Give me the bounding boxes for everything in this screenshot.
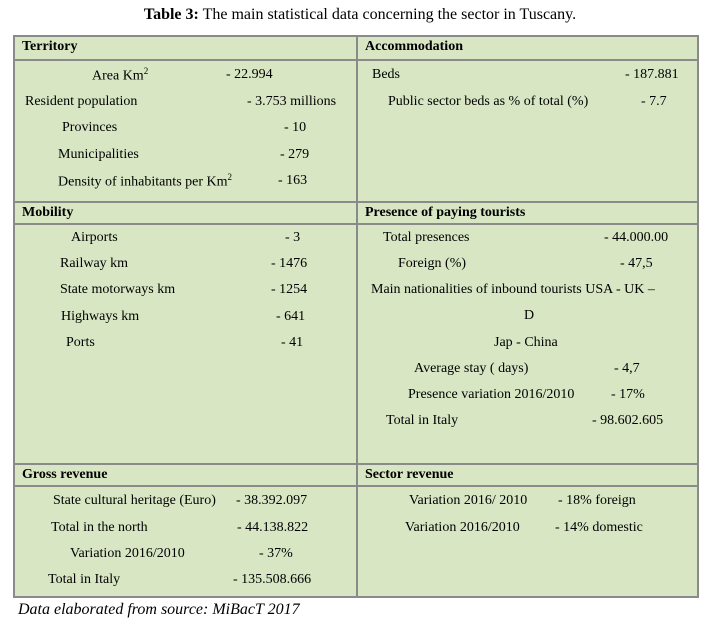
tourists-label: Total presences [383,230,470,245]
accommodation-label: Public sector beds as % of total (%) [388,94,589,109]
gross-revenue-label: State cultural heritage (Euro) [53,493,216,508]
gross-revenue-label: Variation 2016/2010 [70,546,185,561]
territory-value: - 163 [278,173,308,188]
tourists-label: Average stay ( days) [414,361,529,376]
tourists-value: - 17% [611,387,645,402]
mobility-header-text: Mobility [22,205,74,220]
tourists-label: Foreign (%) [398,256,467,271]
mobility-label: Ports [66,335,95,350]
mobility-label: State motorways km [60,282,176,297]
gross-revenue-body: State cultural heritage (Euro) - 38.392.… [14,486,357,597]
mobility-value: - 3 [285,230,301,245]
tourists-header: Presence of paying tourists [357,202,698,224]
mobility-label: Airports [71,230,118,245]
accommodation-value: - 187.881 [625,67,679,82]
mobility-value: - 1476 [271,256,308,271]
gross-revenue-label: Total in the north [51,520,148,535]
sector-revenue-header-text: Sector revenue [365,467,454,482]
mobility-body: Airports - 3 Railway km - 1476 State mot… [14,224,357,464]
mobility-value: - 641 [276,309,306,324]
accommodation-header-text: Accommodation [365,39,463,54]
gross-revenue-header: Gross revenue [14,464,357,486]
territory-header-text: Territory [22,39,78,54]
gross-revenue-value: - 44.138.822 [237,520,309,535]
tourists-value: - 44.000.00 [604,230,669,245]
statistics-table: Territory Area Km2 - 22.994 Resident pop… [13,35,699,598]
mobility-label: Highways km [61,309,140,324]
tourists-body: Total presences - 44.000.00 Foreign (%) … [357,224,698,464]
sector-revenue-label: Variation 2016/2010 [405,520,520,535]
sector-revenue-header: Sector revenue [357,464,698,486]
gross-revenue-label: Total in Italy [48,572,121,587]
accommodation-label: Beds [372,67,400,82]
territory-label: Area Km2 [92,66,149,84]
table-caption-label: Table 3: [143,6,199,23]
sector-revenue-label: Variation 2016/ 2010 [409,493,528,508]
source-note: Data elaborated from source: MiBacT 2017 [18,601,300,618]
table-caption-text: The main statistical data concerning the… [198,6,577,23]
sector-revenue-value: - 18% foreign [558,493,636,508]
territory-value: - 10 [284,120,307,135]
territory-label: Resident population [25,94,138,109]
tourists-label: Total in Italy [386,413,459,428]
sector-revenue-value: - 14% domestic [555,520,643,535]
tourists-label: Main nationalities of inbound tourists U… [371,282,655,297]
territory-label: Density of inhabitants per Km2 [58,172,233,190]
table-caption: Table 3: The main statistical data conce… [0,6,720,24]
sector-revenue-body: Variation 2016/ 2010 - 18% foreign Varia… [357,486,698,597]
territory-label: Municipalities [58,147,139,162]
accommodation-header: Accommodation [357,36,698,60]
gross-revenue-header-text: Gross revenue [22,467,108,482]
tourists-value: - 4,7 [614,361,640,376]
mobility-label: Railway km [60,256,129,271]
gross-revenue-value: - 38.392.097 [236,493,308,508]
tourists-label: D [524,308,535,323]
accommodation-body: Beds - 187.881 Public sector beds as % o… [357,60,698,202]
tourists-header-text: Presence of paying tourists [365,205,526,220]
gross-revenue-value: - 37% [259,546,293,561]
territory-value: - 22.994 [226,67,273,82]
mobility-header: Mobility [14,202,357,224]
tourists-value: - 47,5 [620,256,653,271]
territory-body: Area Km2 - 22.994 Resident population - … [14,60,357,202]
accommodation-value: - 7.7 [641,94,667,109]
territory-value: - 3.753 millions [247,94,337,109]
tourists-label: Jap - China [494,335,558,350]
gross-revenue-value: - 135.508.666 [233,572,312,587]
territory-value: - 279 [280,147,310,162]
territory-label: Provinces [62,120,118,135]
mobility-value: - 1254 [271,282,308,297]
tourists-label: Presence variation 2016/2010 [408,387,575,402]
mobility-value: - 41 [281,335,304,350]
territory-header: Territory [14,36,357,60]
tourists-value: - 98.602.605 [592,413,664,428]
